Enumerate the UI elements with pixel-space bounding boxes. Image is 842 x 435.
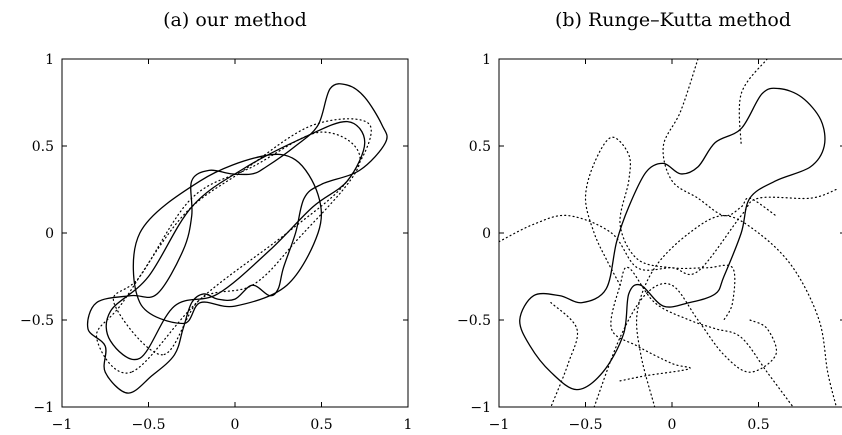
dotted-curve-5: [550, 302, 579, 407]
panel-a: (a) our method −1 −0.5 0 0.5 1 −1 −0.5 0 0.5 1: [20, 9, 412, 433]
y-tick-label: −1: [470, 400, 491, 416]
panel-b: (b) Runge–Kutta method −1 −0.5 0 0.5 1 0.5 0 −0…: [457, 9, 842, 433]
panel-a-ticks: −1 −0.5 0 0.5 1 −1 −0.5 0 0.5 1: [20, 52, 412, 433]
solid-curve-2: [105, 120, 366, 361]
panel-b-frame: [498, 58, 842, 408]
solid-curve-0: [519, 87, 826, 391]
x-tick-label: −1: [489, 417, 510, 433]
y-tick-label: 1: [45, 52, 54, 68]
dotted-curve-6: [593, 282, 778, 407]
panel-b-ticks: −1 −0.5 0 0.5 1 0.5 0 −0.5 −1: [457, 52, 842, 433]
dotted-curve-8: [635, 214, 837, 407]
dotted-curve-1: [112, 131, 361, 356]
dotted-curve-3: [95, 118, 372, 374]
y-tick-label: 0: [45, 226, 54, 242]
dotted-curve-3: [662, 59, 777, 217]
solid-curve-4: [86, 83, 388, 394]
x-tick-label: −0.5: [569, 417, 603, 433]
y-tick-label: 1: [482, 52, 491, 68]
y-tick-label: −0.5: [20, 313, 54, 329]
solid-curve-0: [132, 153, 323, 325]
y-tick-label: 0: [482, 226, 491, 242]
dotted-curve-4: [738, 59, 768, 147]
y-tick-label: 0.5: [469, 139, 491, 155]
panel-b-series: [499, 59, 837, 407]
x-tick-label: 1: [404, 417, 413, 433]
x-tick-label: −0.5: [132, 417, 166, 433]
dotted-curve-1: [499, 188, 837, 276]
panel-b-title: (b) Runge–Kutta method: [555, 9, 791, 31]
x-tick-label: 0: [231, 417, 240, 433]
y-tick-label: 0.5: [32, 139, 54, 155]
y-tick-label: −1: [33, 400, 54, 416]
x-tick-label: 0.5: [747, 417, 769, 433]
panel-a-title: (a) our method: [163, 9, 307, 31]
x-tick-label: −1: [52, 417, 73, 433]
dotted-curve-7: [610, 266, 794, 407]
x-tick-label: 0: [668, 417, 677, 433]
y-tick-label: −0.5: [457, 313, 491, 329]
dotted-curve-2: [584, 136, 736, 321]
x-tick-label: 0.5: [310, 417, 332, 433]
panel-a-series: [86, 83, 388, 394]
panel-a-frame: [61, 58, 409, 408]
